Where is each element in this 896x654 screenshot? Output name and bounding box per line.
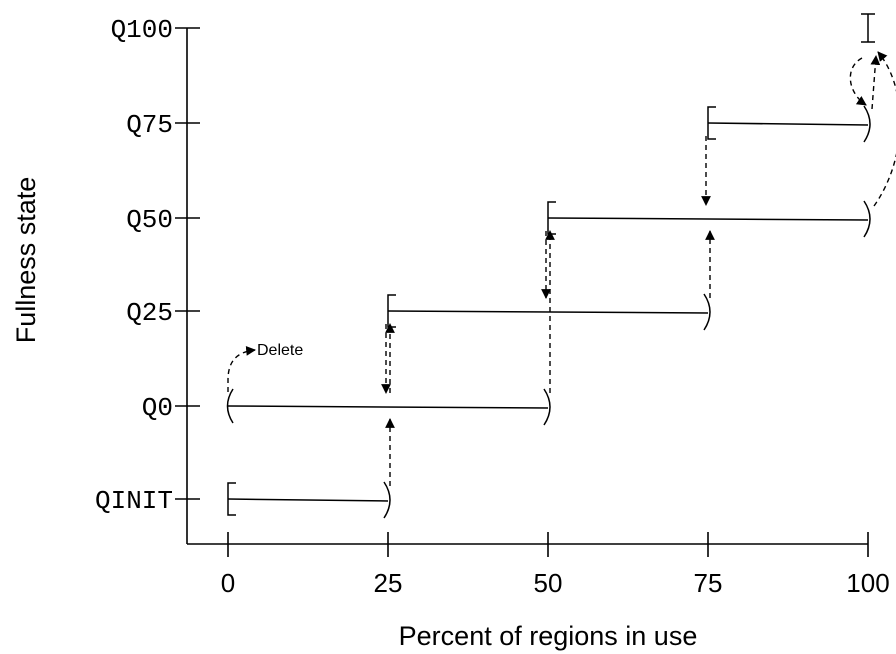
x-tick-label-75: 75 — [694, 568, 723, 598]
state-transitions — [381, 51, 896, 486]
range-qinit — [227, 498, 389, 502]
transition-q100-to-q75 — [849, 57, 867, 106]
transition-q75-to-q100 — [870, 55, 881, 110]
delete-label: Delete — [257, 342, 303, 359]
range-q50-end-paren — [863, 200, 871, 238]
range-q25-end-paren — [703, 293, 711, 331]
x-axis-ticks: 0 25 50 75 100 — [221, 532, 890, 598]
range-qinit-end-paren — [383, 481, 391, 519]
state-label-q0: Q0 — [142, 393, 173, 423]
range-q0 — [227, 405, 549, 409]
y-axis-ticks: QINIT Q0 Q25 Q50 Q75 Q100 — [95, 15, 200, 516]
x-axis-title: Percent of regions in use — [399, 621, 698, 651]
state-label-q25: Q25 — [126, 298, 173, 328]
state-label-q75: Q75 — [126, 110, 173, 140]
range-q25 — [387, 310, 709, 314]
state-ranges — [226, 13, 875, 519]
range-q0-end-paren — [543, 388, 551, 426]
transition-q50-to-q100 — [873, 51, 896, 207]
x-tick-label-50: 50 — [534, 568, 563, 598]
state-label-qinit: QINIT — [95, 486, 173, 516]
x-tick-label-25: 25 — [374, 568, 403, 598]
y-axis-title: Fullness state — [11, 177, 41, 344]
range-q50 — [547, 217, 869, 221]
range-q75-end-paren — [863, 105, 871, 143]
x-tick-label-100: 100 — [846, 568, 889, 598]
state-label-q100: Q100 — [111, 15, 173, 45]
delete-arrow — [227, 346, 256, 392]
x-tick-label-0: 0 — [221, 568, 235, 598]
range-q75 — [707, 122, 869, 126]
range-q0-start-paren — [226, 388, 234, 424]
annotations: Delete — [227, 342, 303, 392]
state-label-q50: Q50 — [126, 205, 173, 235]
range-q75-start-bracket — [707, 106, 716, 140]
range-qinit-start-bracket — [227, 482, 236, 516]
